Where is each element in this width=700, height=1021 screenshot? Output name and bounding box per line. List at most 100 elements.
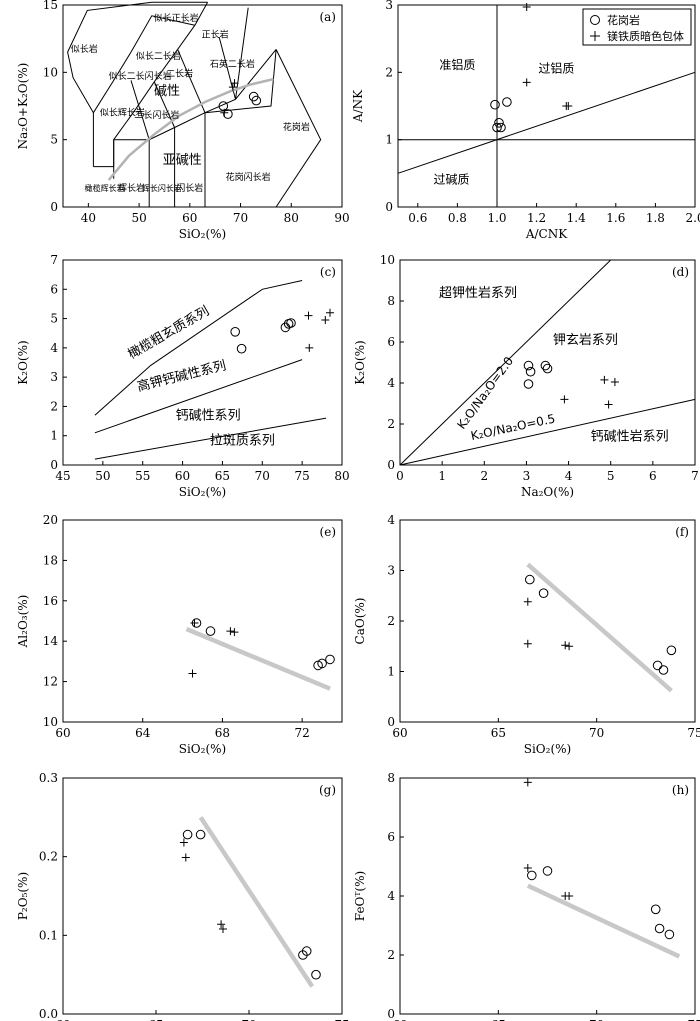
enclave-point — [523, 864, 532, 872]
series-boundary — [94, 417, 327, 460]
enclave-point — [321, 316, 330, 324]
field-label: 亚碱性 — [163, 153, 202, 168]
x-tick-label: 72 — [295, 726, 310, 740]
granite-point — [540, 360, 551, 371]
y-tick-label: 2 — [387, 614, 395, 628]
x-axis-label: Na₂O(%) — [521, 485, 574, 499]
y-tick-label: 0 — [387, 715, 395, 729]
y-tick-label: 3 — [50, 370, 58, 384]
x-tick-label: 75 — [687, 1018, 700, 1021]
legend-circle-marker — [590, 15, 600, 25]
panel-label: (a) — [319, 10, 336, 24]
x-tick-label: 75 — [687, 726, 700, 740]
granite-point — [182, 829, 193, 840]
y-axis-label: K₂O(%) — [16, 340, 30, 384]
trend-line — [526, 883, 681, 959]
granite-point — [664, 929, 675, 940]
y-tick-label: 10 — [43, 715, 58, 729]
x-tick-label: 6 — [649, 469, 657, 483]
enclave-point — [560, 395, 569, 404]
tas-boundary — [205, 49, 322, 208]
field-label: 辉长闪长岩 — [142, 183, 182, 193]
x-tick-label: 55 — [135, 469, 150, 483]
x-tick-label: 65 — [215, 469, 230, 483]
enclave-point — [523, 639, 532, 648]
field-label: 过铝质 — [538, 60, 574, 75]
granite-point — [317, 658, 327, 669]
enclave-point — [219, 925, 227, 933]
y-tick-label: 6 — [50, 282, 58, 296]
x-tick-label: 75 — [295, 469, 310, 483]
granite-point — [496, 122, 506, 133]
enclave-point — [564, 102, 573, 110]
x-tick-label: 1.6 — [606, 211, 625, 225]
tas-boundary — [92, 51, 132, 113]
y-tick-label: 4 — [387, 376, 395, 390]
x-tick-label: 70 — [255, 469, 270, 483]
granite-point — [195, 829, 206, 840]
panel-label: (e) — [320, 525, 336, 539]
divide-one-to-one — [397, 71, 696, 174]
x-tick-label: 60 — [55, 1018, 70, 1021]
plot-frame — [399, 519, 696, 723]
granite-point — [236, 343, 247, 354]
y-tick-label: 2 — [50, 399, 58, 413]
y-tick-label: 4 — [387, 513, 395, 527]
legend-granite-label: 花岗岩 — [607, 13, 640, 27]
plot-frame — [62, 777, 343, 1015]
ratio-line-05 — [399, 398, 696, 466]
x-tick-label: 75 — [334, 1018, 349, 1021]
enclave-point — [228, 83, 237, 92]
enclave-point — [181, 853, 190, 862]
x-tick-label: 50 — [95, 469, 110, 483]
y-tick-label: 4 — [50, 341, 58, 355]
x-tick-label: 40 — [81, 211, 96, 225]
series-boundary — [94, 280, 303, 416]
enclave-point — [230, 79, 239, 88]
granite-point — [223, 109, 233, 119]
granite-point — [652, 660, 663, 671]
tas-boundary — [153, 81, 176, 128]
legend-enclave-label: 镁铁质暗色包体 — [607, 29, 684, 43]
field-label: 正长岩 — [202, 28, 229, 40]
x-tick-label: 65 — [148, 1018, 163, 1021]
field-label: 准铝质 — [439, 57, 475, 72]
field-label: 似长岩 — [71, 43, 98, 55]
panel-d: 0 1 2 3 4 5 6 7 0 2 4 6 8 10 Na₂O(%) K₂O(%) (d) 超钾性岩系列钾玄岩… — [353, 253, 699, 499]
y-tick-label: 15 — [43, 0, 58, 12]
enclave-point — [188, 669, 197, 678]
field-label: 高钾钙碱性系列 — [136, 357, 228, 395]
y-tick-label: 2 — [387, 948, 395, 962]
granite-point — [490, 99, 500, 110]
field-label: 花岗闪长岩 — [226, 171, 271, 183]
y-tick-label: 0.1 — [39, 928, 58, 942]
trend-line — [185, 627, 331, 691]
x-tick-label: 7 — [691, 469, 699, 483]
y-tick-label: 20 — [43, 513, 58, 527]
panel-label: (f) — [675, 525, 689, 539]
field-label: 似长二长闪长岩 — [109, 70, 172, 82]
field-label: 花岗岩 — [283, 121, 310, 133]
enclave-point — [179, 838, 188, 847]
field-label: 辉长岩 — [118, 182, 145, 194]
y-tick-label: 0 — [387, 458, 395, 472]
enclave-point — [226, 627, 235, 636]
y-axis-label: P₂O₅(%) — [16, 872, 30, 920]
granite-point — [525, 574, 535, 585]
enclave-point — [190, 619, 199, 627]
y-tick-label: 14 — [43, 634, 59, 648]
plot-frame — [62, 259, 343, 466]
y-tick-label: 0 — [50, 458, 58, 472]
field-label: 过碱质 — [433, 172, 469, 186]
x-tick-label: 60 — [392, 1018, 407, 1021]
field-label: K₂O/Na₂O=0.5 — [469, 411, 556, 443]
field-label: 二长岩 — [166, 67, 193, 79]
x-tick-label: 60 — [182, 211, 197, 225]
alkaline-divide-curve — [107, 77, 274, 181]
granite-point — [527, 870, 537, 881]
field-label: 钾玄岩系列 — [553, 333, 618, 348]
y-tick-label: 6 — [387, 335, 395, 349]
y-tick-label: 0 — [387, 1007, 395, 1021]
x-tick-label: 70 — [589, 726, 604, 740]
